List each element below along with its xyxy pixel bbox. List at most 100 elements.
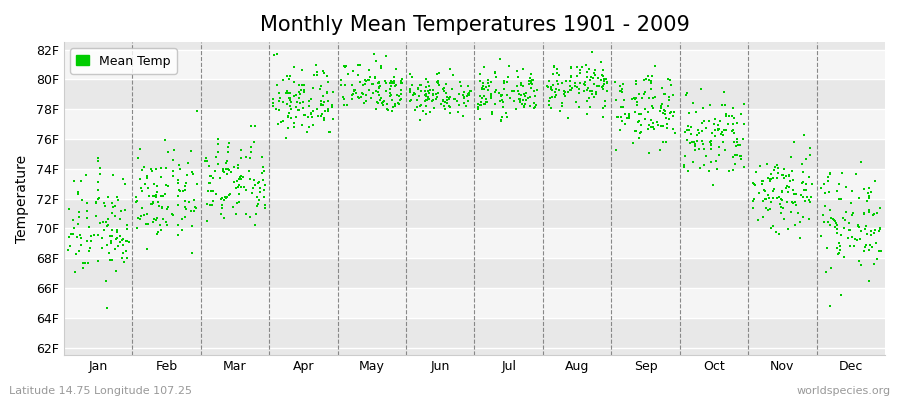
Point bbox=[597, 81, 611, 87]
Point bbox=[349, 90, 364, 96]
Point bbox=[495, 97, 509, 104]
Point bbox=[755, 178, 770, 184]
Point bbox=[281, 114, 295, 120]
Point bbox=[559, 78, 573, 84]
Point bbox=[119, 238, 133, 244]
Point bbox=[845, 210, 859, 216]
Point bbox=[316, 93, 330, 99]
Legend: Mean Temp: Mean Temp bbox=[70, 48, 176, 74]
Point bbox=[564, 86, 579, 93]
Point bbox=[156, 216, 170, 222]
Point bbox=[420, 79, 435, 86]
Point bbox=[166, 147, 181, 153]
Point bbox=[317, 70, 331, 77]
Point bbox=[282, 90, 296, 96]
Point bbox=[110, 194, 124, 201]
Point bbox=[529, 87, 544, 93]
Point bbox=[87, 232, 102, 238]
Point bbox=[630, 102, 644, 109]
Point bbox=[632, 135, 646, 141]
Point bbox=[644, 73, 659, 79]
Point bbox=[454, 83, 468, 89]
Point bbox=[727, 152, 742, 158]
Point bbox=[844, 200, 859, 206]
Point bbox=[729, 120, 743, 127]
Point bbox=[518, 92, 533, 99]
Point bbox=[287, 93, 302, 100]
Point bbox=[405, 82, 419, 88]
Point bbox=[418, 110, 433, 117]
Point bbox=[715, 102, 729, 108]
Point bbox=[306, 85, 320, 92]
Point bbox=[430, 71, 445, 78]
Point bbox=[175, 227, 189, 233]
Point bbox=[437, 102, 452, 109]
Point bbox=[524, 80, 538, 86]
Point bbox=[115, 242, 130, 248]
Point bbox=[206, 188, 220, 194]
Point bbox=[612, 83, 626, 90]
Point bbox=[83, 245, 97, 251]
Point bbox=[783, 178, 797, 184]
Point bbox=[599, 88, 614, 94]
Point bbox=[338, 64, 352, 70]
Point bbox=[497, 86, 511, 92]
Point bbox=[687, 139, 701, 146]
Point bbox=[362, 67, 376, 74]
Point bbox=[618, 121, 633, 127]
Point bbox=[642, 122, 656, 128]
Point bbox=[93, 170, 107, 177]
Point bbox=[179, 180, 194, 186]
Point bbox=[698, 125, 713, 131]
Point bbox=[736, 164, 751, 170]
Point bbox=[475, 82, 490, 89]
Point bbox=[842, 227, 857, 233]
Point bbox=[199, 155, 213, 162]
Point bbox=[443, 110, 457, 116]
Point bbox=[775, 196, 789, 203]
Point bbox=[850, 222, 865, 228]
Point bbox=[526, 104, 541, 111]
Point bbox=[774, 188, 788, 194]
Point bbox=[681, 110, 696, 116]
Point bbox=[760, 161, 774, 167]
Point bbox=[356, 82, 371, 88]
Point bbox=[642, 76, 656, 83]
Point bbox=[420, 94, 435, 101]
Point bbox=[338, 63, 353, 69]
Point bbox=[713, 118, 727, 125]
Point bbox=[269, 51, 284, 57]
Point bbox=[478, 101, 492, 108]
Point bbox=[836, 254, 850, 260]
Point bbox=[251, 179, 266, 186]
Point bbox=[233, 155, 248, 162]
Point bbox=[447, 96, 462, 102]
Point bbox=[298, 112, 312, 118]
Point bbox=[578, 78, 592, 85]
Point bbox=[116, 176, 130, 182]
Point bbox=[234, 147, 248, 154]
Point bbox=[639, 76, 653, 82]
Point bbox=[554, 80, 569, 86]
Point bbox=[290, 98, 304, 105]
Point bbox=[779, 183, 794, 190]
Point bbox=[407, 89, 421, 96]
Point bbox=[222, 192, 237, 198]
Point bbox=[857, 210, 871, 216]
Point bbox=[135, 205, 149, 212]
Point bbox=[802, 145, 816, 152]
Point bbox=[552, 72, 566, 78]
Bar bbox=[64, 169, 885, 199]
Point bbox=[313, 82, 328, 89]
Point bbox=[726, 115, 741, 122]
Point bbox=[144, 200, 158, 207]
Point bbox=[596, 67, 610, 73]
Point bbox=[598, 103, 613, 110]
Point bbox=[245, 190, 259, 196]
Point bbox=[546, 82, 561, 88]
Point bbox=[379, 52, 393, 59]
Point bbox=[78, 172, 93, 178]
Point bbox=[421, 88, 436, 95]
Point bbox=[589, 91, 603, 97]
Point bbox=[775, 188, 789, 195]
